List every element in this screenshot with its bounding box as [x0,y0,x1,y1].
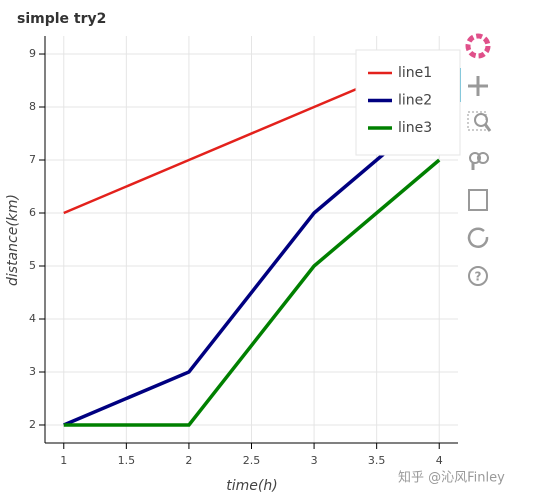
chart-title: simple try2 [17,11,106,27]
svg-text:?: ? [475,270,482,284]
toolbar: ? [459,33,492,286]
y-tick-label: 2 [29,418,36,431]
y-axis-label: distance(km) [5,194,21,286]
data-line [63,158,441,427]
help-tool[interactable]: ? [468,266,488,286]
y-tick-label: 4 [29,312,36,325]
y-tick-label: 9 [29,47,36,60]
y-tick-label: 7 [29,153,36,166]
y-tick-label: 5 [29,259,36,272]
save-tool[interactable] [468,189,488,211]
x-tick-label: 1 [60,454,67,467]
x-tick-label: 1.5 [118,454,136,467]
legend-label: line1 [398,65,432,81]
bokeh-logo[interactable] [465,33,491,59]
x-tick-label: 2.5 [243,454,261,467]
wheel-zoom-tool[interactable] [469,152,489,170]
x-tick-label: 2 [185,454,192,467]
data-line [63,105,441,427]
legend-label: line3 [398,120,432,136]
watermark: 知乎 @沁风Finley [398,470,505,486]
legend-box [355,49,461,156]
y-tick-label: 3 [29,365,36,378]
legend-label: line2 [398,93,432,109]
zoom-tool[interactable] [467,111,492,132]
y-tick-label: 8 [29,100,36,113]
pan-tool[interactable] [468,76,488,96]
x-tick-label: 3 [311,454,318,467]
reset-tool[interactable] [467,227,489,248]
x-tick-label: 3.5 [368,454,386,467]
x-tick-label: 4 [436,454,443,467]
legend: line1 line2 line3 [355,49,461,156]
y-tick-label: 6 [29,206,36,219]
x-axis-label: time(h) [226,478,277,494]
